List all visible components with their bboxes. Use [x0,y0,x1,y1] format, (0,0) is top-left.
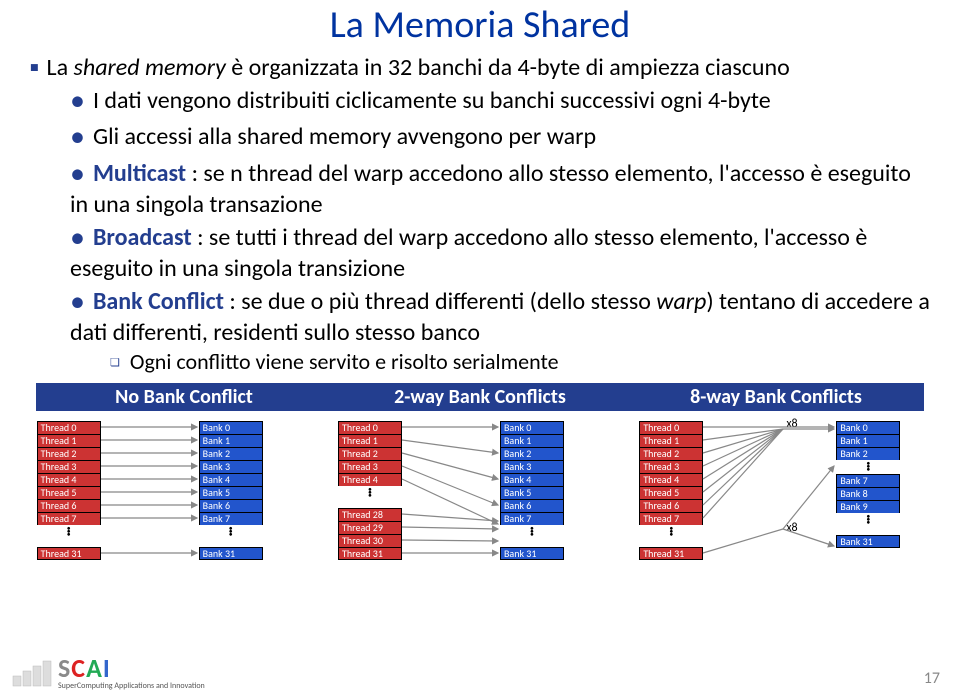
diagrams-row: Thread 0 Thread 1 Thread 2 Thread 3 Thre… [0,415,960,596]
d3-lines [631,421,931,596]
kw-multicast: Multicast [93,159,186,188]
cineca-logo-icon [10,656,54,690]
d1-lines [29,421,329,596]
diagram-headers: No Bank Conflict 2-way Bank Conflicts 8-… [36,383,924,411]
diagram-8way: Thread 0 Thread 1 Thread 2 Thread 3 Thre… [631,421,931,596]
kw-broadcast: Broadcast [93,223,192,252]
sub-1: I dati vengono distribuiti ciclicamente … [93,86,771,115]
d2-lines [330,421,630,596]
sub-3: : se n thread del warp accedono allo ste… [70,159,911,220]
sub-5a: : se due o più thread differenti (dello … [224,287,656,316]
header-no-conflict: No Bank Conflict [36,383,332,411]
slide-content: ▪La shared memory è organizzata in 32 ba… [0,54,960,375]
diagram-2way: Thread 0 Thread 1 Thread 2 Thread 3 Thre… [330,421,630,596]
slide-title: La Memoria Shared [0,0,960,54]
scai-subtitle: SuperComputing Applications and Innovati… [58,682,205,690]
sub-6: Ogni conflitto viene servito e risolto s… [130,348,559,375]
diagram-no-conflict: Thread 0 Thread 1 Thread 2 Thread 3 Thre… [29,421,329,596]
header-8way: 8-way Bank Conflicts [628,383,924,411]
sub-2: Gli accessi alla shared memory avvengono… [93,122,596,151]
header-2way: 2-way Bank Conflicts [332,383,628,411]
footer-logo: SCAI SuperComputing Applications and Inn… [10,655,205,690]
scai-logo: SCAI [58,655,205,681]
bullet-main-a: La shared memory è organizzata in 32 ban… [47,53,790,82]
sub-5-it: warp [656,287,706,316]
page-number: 17 [924,669,940,688]
kw-bankconflict: Bank Conflict [93,287,224,316]
